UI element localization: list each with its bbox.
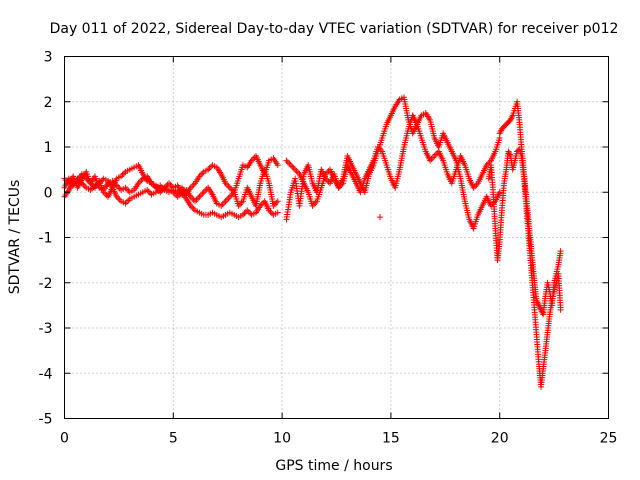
- y-tick-label: -2: [39, 276, 53, 292]
- data-point: [289, 163, 296, 170]
- y-tick-label: 1: [44, 140, 53, 156]
- y-tick-label: -3: [39, 321, 53, 337]
- data-point: [116, 196, 123, 203]
- data-point: [222, 198, 229, 205]
- axis-ticks: [64, 56, 609, 419]
- data-point: [287, 162, 294, 169]
- x-tick-labels: 0 5 10 15 20 25: [60, 431, 617, 447]
- data-point: [290, 165, 297, 172]
- data-point: [377, 214, 384, 221]
- y-axis-label: SDTVAR / TECUs: [7, 180, 23, 295]
- data-point: [274, 198, 281, 205]
- y-tick-label: 2: [44, 95, 53, 111]
- data-point: [496, 189, 503, 196]
- x-tick-label: 5: [169, 431, 178, 447]
- x-tick-label: 10: [273, 431, 291, 447]
- data-point: [557, 248, 564, 255]
- data-point: [194, 195, 201, 202]
- data-point: [293, 168, 300, 175]
- data-point: [429, 154, 436, 161]
- data-point: [228, 186, 235, 193]
- data-point: [200, 189, 207, 196]
- data-point: [219, 201, 226, 208]
- grid: [64, 56, 609, 419]
- y-tick-label: 3: [44, 50, 53, 66]
- data-point: [273, 199, 280, 206]
- data-point: [228, 192, 235, 199]
- data-point: [190, 205, 197, 212]
- data-point: [292, 166, 299, 173]
- data-point: [557, 306, 564, 313]
- chart-title: Day 011 of 2022, Sidereal Day-to-day VTE…: [50, 21, 619, 37]
- data-point: [197, 192, 204, 199]
- x-tick-label: 15: [382, 431, 400, 447]
- data-point: [432, 151, 439, 158]
- data-point: [244, 207, 251, 214]
- data-point: [123, 199, 130, 206]
- data-point: [196, 193, 203, 200]
- data-point: [192, 198, 199, 205]
- x-tick-label: 0: [60, 431, 69, 447]
- y-tick-label: -5: [39, 412, 53, 428]
- data-point: [274, 162, 281, 169]
- data-point: [286, 160, 293, 167]
- data-point: [119, 171, 126, 178]
- x-axis-label: GPS time / hours: [275, 458, 392, 474]
- data-point: [199, 190, 206, 197]
- data-point: [506, 150, 513, 157]
- data-point: [431, 153, 438, 160]
- data-point: [225, 183, 232, 190]
- y-tick-label: 0: [44, 185, 53, 201]
- data-point: [81, 183, 88, 190]
- y-tick-label: -4: [39, 366, 53, 382]
- data-points: [61, 94, 564, 390]
- data-point: [120, 170, 127, 177]
- data-point: [284, 159, 291, 166]
- y-tick-label: -1: [39, 231, 53, 247]
- data-point: [223, 196, 230, 203]
- data-point: [171, 190, 178, 197]
- y-tick-labels: -5 -4 -3 -2 -1 0 1 2 3: [39, 50, 53, 428]
- data-point: [165, 180, 172, 187]
- data-point: [283, 157, 290, 164]
- data-point: [193, 196, 200, 203]
- x-tick-label: 25: [600, 431, 618, 447]
- data-point: [199, 170, 206, 177]
- data-point: [274, 209, 281, 216]
- data-point: [241, 210, 248, 217]
- data-point: [225, 195, 232, 202]
- x-tick-label: 20: [491, 431, 509, 447]
